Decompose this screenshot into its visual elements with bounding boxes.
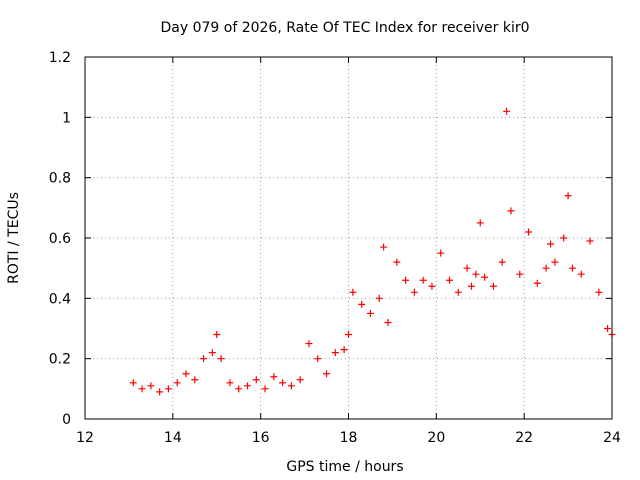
data-point [542,264,550,272]
data-point [287,382,295,390]
y-tick-label: 1 [62,110,71,126]
data-point [503,107,511,115]
data-point [428,282,436,290]
data-point [410,288,418,296]
data-point [213,331,221,339]
data-point [481,273,489,281]
data-point [380,243,388,251]
data-point [454,288,462,296]
data-points [129,107,616,396]
data-point [446,276,454,284]
data-point [349,288,357,296]
data-point [375,294,383,302]
x-axis-label: GPS time / hours [286,459,403,475]
y-tick-label: 0.4 [49,291,71,307]
y-tick-label: 0.8 [49,171,71,187]
data-point [164,385,172,393]
data-point [525,228,533,236]
data-point [366,309,374,317]
data-point [129,379,137,387]
data-point [261,385,269,393]
data-point [270,373,278,381]
data-point [551,258,559,266]
data-point [235,385,243,393]
x-tick-label: 20 [427,430,445,446]
data-point [564,192,572,200]
data-point [182,370,190,378]
data-point [345,331,352,339]
data-point [156,388,164,396]
data-point [296,376,304,384]
data-point [323,370,331,378]
x-tick-label: 24 [603,430,621,446]
data-point [279,379,287,387]
x-tick-label: 16 [252,430,270,446]
data-point [604,325,612,332]
data-point [384,318,392,326]
y-tick-label: 0.6 [49,231,71,247]
data-point [595,288,603,296]
y-tick-label: 1.2 [49,50,71,66]
data-point [467,282,475,290]
y-tick-labels: 0 0.2 0.4 0.6 0.8 1 1.2 [49,50,71,428]
data-point [507,207,515,215]
data-point [252,376,260,384]
data-point [472,270,480,278]
y-tick-label: 0 [62,412,71,428]
data-point [173,379,181,387]
x-tick-labels: 12 14 16 18 20 22 24 [76,430,621,446]
data-point [138,385,146,393]
y-axis-label: ROTI / TECUs [6,192,22,284]
data-point [463,264,471,272]
data-point [191,376,199,384]
x-tick-label: 14 [164,430,182,446]
data-point [147,382,155,390]
data-point [208,349,216,357]
data-point [226,379,234,387]
data-point [489,282,497,290]
y-tick-label: 0.2 [49,352,71,368]
data-point [243,382,251,390]
data-point [217,355,225,363]
data-point [200,355,208,363]
data-point [516,270,524,278]
x-tick-label: 22 [515,430,533,446]
x-tick-label: 18 [340,430,358,446]
axis-ticks [84,56,613,420]
data-point [314,355,322,363]
x-tick-label: 12 [76,430,94,446]
data-point [305,340,313,348]
data-point [560,234,568,242]
data-point [533,279,541,287]
data-point [402,276,410,284]
data-point [498,258,506,266]
data-point [547,240,555,248]
data-point [331,349,339,357]
data-point [476,219,484,227]
grid [85,57,612,419]
data-point [419,276,427,284]
data-point [358,300,366,308]
chart-title: Day 079 of 2026, Rate Of TEC Index for r… [160,20,529,36]
data-point [340,346,348,354]
data-point [437,249,445,257]
data-point [568,264,576,272]
data-point [393,258,401,266]
data-point [577,270,585,278]
data-point [586,237,594,245]
